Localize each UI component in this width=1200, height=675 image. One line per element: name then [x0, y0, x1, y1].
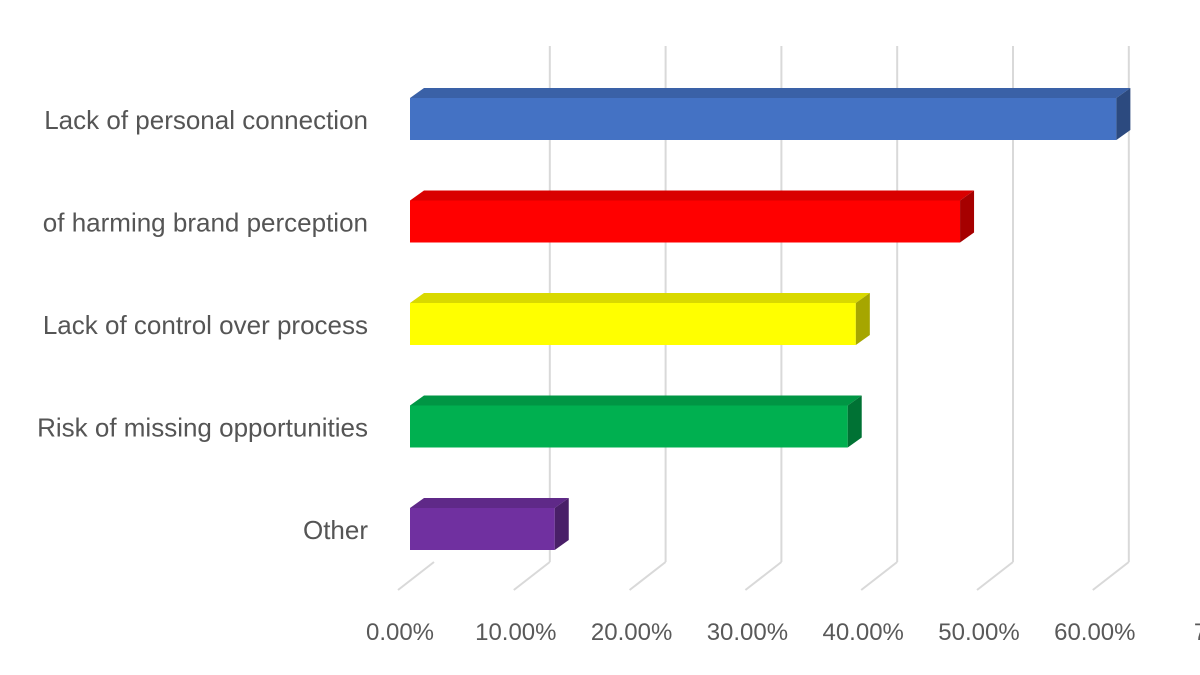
floor-gridline	[860, 561, 898, 591]
bar-top	[410, 293, 870, 303]
bar-top	[410, 88, 1131, 98]
bar-top	[410, 498, 569, 508]
bar-side	[847, 395, 862, 448]
bar	[410, 88, 1131, 140]
x-axis-tick-labels: 0.00% 10.00% 20.00% 30.00% 40.00% 50.00% 60.00…	[366, 619, 1200, 646]
x-tick-label: 60.00%	[1054, 619, 1135, 646]
bar	[410, 395, 862, 448]
bar-side	[554, 498, 569, 550]
x-tick-label: 70.	[1194, 619, 1200, 646]
bar-side	[960, 190, 975, 243]
bar	[410, 190, 975, 243]
bar-front	[410, 200, 961, 243]
bar-side	[1116, 88, 1131, 140]
bar-top	[410, 190, 975, 201]
floor-gridline	[628, 561, 667, 591]
category-label: Risk of missing opportunities	[37, 413, 368, 443]
bar	[410, 293, 870, 345]
floor-gridline	[1092, 561, 1130, 591]
x-tick-label: 40.00%	[822, 619, 903, 646]
bar-top	[410, 395, 862, 406]
x-tick-label: 0.00%	[366, 619, 434, 646]
floor-gridline	[744, 561, 783, 591]
floor-gridline	[397, 561, 435, 591]
category-label: Lack of control over process	[43, 310, 368, 340]
category-label: of harming brand perception	[43, 208, 368, 238]
category-label: Other	[303, 515, 368, 545]
bar-side	[855, 293, 870, 345]
bars	[410, 88, 1131, 550]
bar-front	[410, 303, 856, 345]
x-tick-label: 30.00%	[707, 619, 788, 646]
category-labels: Lack of personal connection of harming br…	[37, 105, 368, 545]
x-tick-label: 10.00%	[475, 619, 556, 646]
bar-front	[410, 98, 1117, 140]
bar-front	[410, 508, 555, 550]
floor-gridline	[513, 561, 551, 591]
x-tick-label: 20.00%	[591, 619, 672, 646]
category-label: Lack of personal connection	[44, 105, 368, 135]
x-tick-label: 50.00%	[938, 619, 1019, 646]
bar-front	[410, 405, 848, 448]
floor-gridline	[976, 561, 1014, 591]
bar	[410, 498, 569, 550]
